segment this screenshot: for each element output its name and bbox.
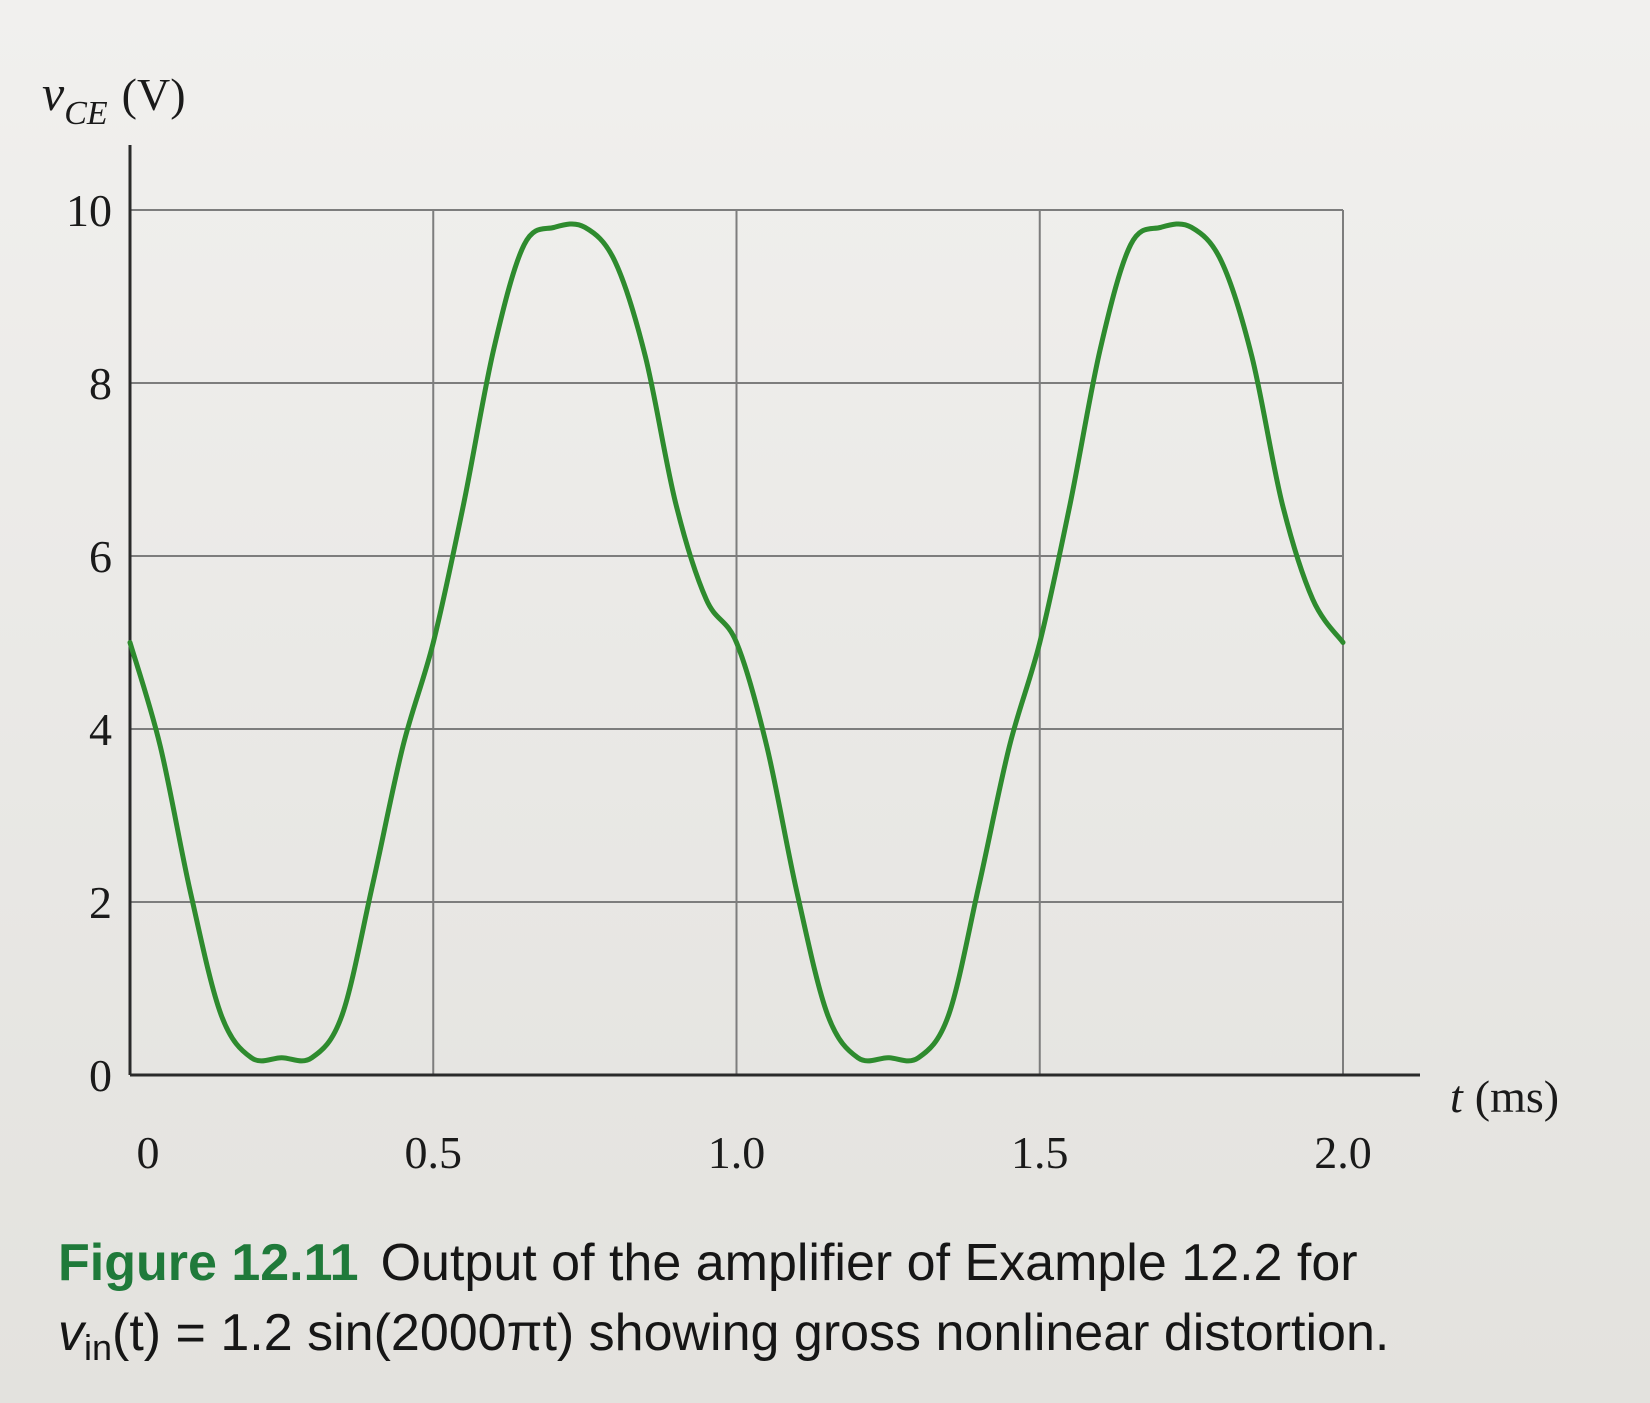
- x-axis-title: t (ms): [1450, 1071, 1559, 1122]
- caption-line-2: vin(t) = 1.2 sin(2000πt) showing gross n…: [58, 1298, 1638, 1373]
- y-axis-title: vCE (V): [42, 65, 186, 132]
- y-tick-label: 10: [66, 185, 112, 236]
- caption-sub: in: [84, 1327, 113, 1368]
- x-tick-label: 2.0: [1314, 1127, 1372, 1178]
- caption-text-1: Output of the amplifier of Example 12.2 …: [380, 1234, 1358, 1292]
- y-tick-label: 4: [89, 704, 112, 755]
- figure-number: Figure 12.11: [58, 1234, 359, 1292]
- horizontal-gridlines: [130, 209, 1343, 903]
- caption-line-1: Figure 12.11 Output of the amplifier of E…: [58, 1228, 1638, 1298]
- x-tick-label: 1.5: [1011, 1127, 1069, 1178]
- x-tick-labels: 0 0.5 1.0 1.5 2.0: [137, 1127, 1372, 1178]
- x-tick-label: 0: [137, 1127, 160, 1178]
- vertical-gridlines: [432, 210, 1344, 1075]
- y-tick-label: 2: [89, 877, 112, 928]
- y-tick-label: 0: [89, 1050, 112, 1101]
- y-tick-label: 8: [89, 358, 112, 409]
- figure-caption: Figure 12.11 Output of the amplifier of E…: [58, 1228, 1638, 1373]
- y-tick-label: 6: [89, 531, 112, 582]
- x-tick-label: 0.5: [405, 1127, 463, 1178]
- caption-text-2: (t) = 1.2 sin(2000πt) showing gross nonl…: [112, 1304, 1390, 1362]
- x-tick-label: 1.0: [708, 1127, 766, 1178]
- y-tick-labels: 0 2 4 6 8 10: [66, 185, 112, 1101]
- series-line: [127, 221, 1346, 1064]
- caption-var: v: [58, 1304, 84, 1362]
